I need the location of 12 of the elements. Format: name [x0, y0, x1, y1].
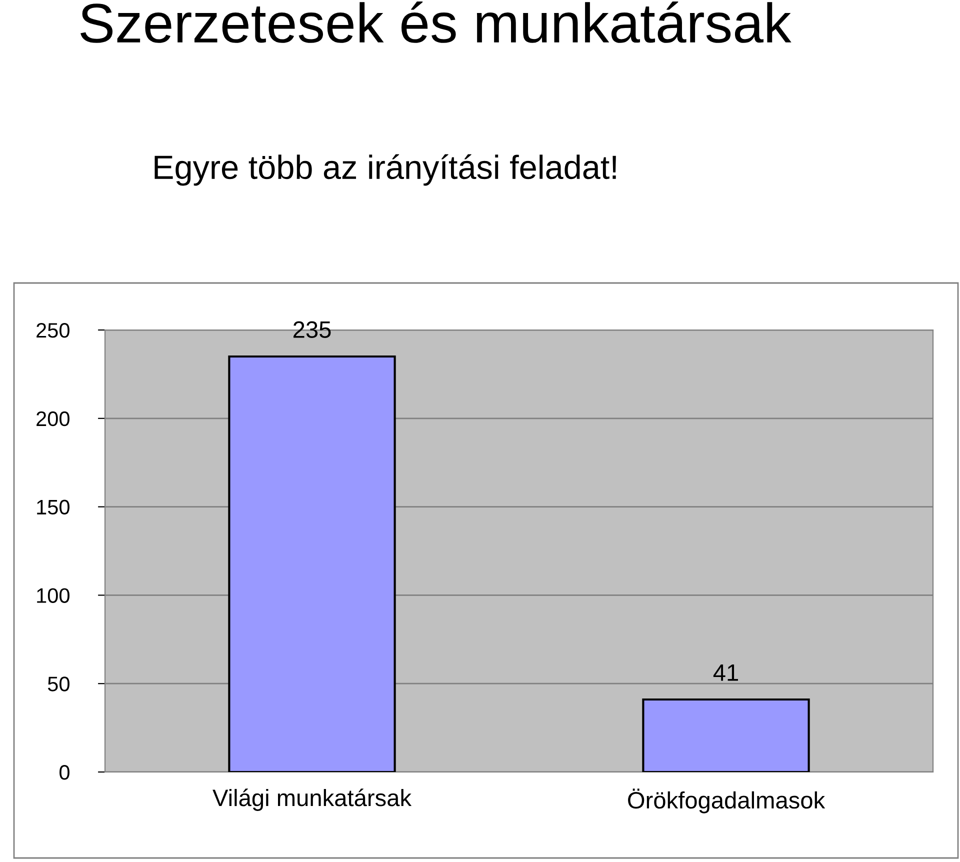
y-tick-label: 250 — [36, 323, 70, 338]
chart-subtitle: Egyre több az irányítási feladat! — [154, 154, 616, 186]
data-label: 235 — [293, 321, 331, 338]
y-tick-label: 150 — [37, 500, 70, 515]
y-tick-label: 50 — [48, 676, 70, 692]
y-tick-label: 100 — [37, 588, 70, 603]
y-tick-label: 0 — [60, 765, 70, 780]
x-tick-label: Világi munkatársak — [212, 788, 412, 811]
x-tick-label: Örökfogadalmasok — [628, 788, 826, 814]
y-tick-label: 200 — [36, 411, 70, 426]
data-label: 41 — [713, 664, 738, 681]
chart-title: Szerzetesek és munkatársak — [80, 1, 792, 43]
